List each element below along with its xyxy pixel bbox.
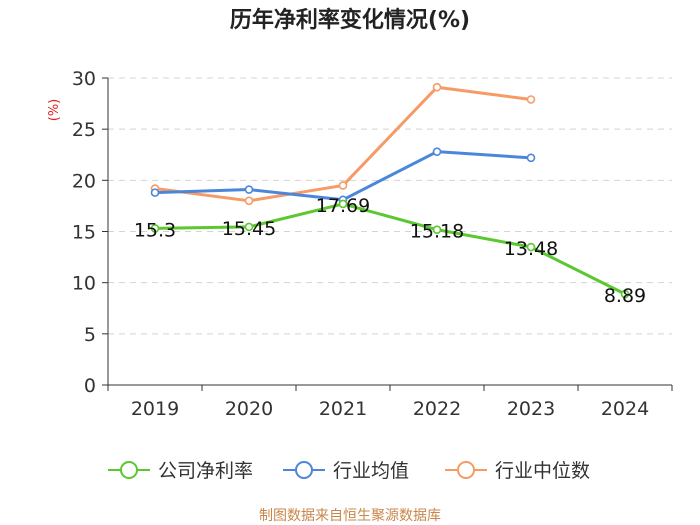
legend-item-2[interactable]: 行业中位数: [445, 460, 590, 482]
data-label: 15.3: [134, 219, 176, 241]
data-point[interactable]: [244, 185, 254, 194]
data-point[interactable]: [244, 196, 254, 206]
legend[interactable]: 公司净利率 行业均值 行业中位数: [108, 460, 590, 482]
chart-title: 历年净利率变化情况(%): [230, 7, 470, 33]
y-tick-label: 0: [84, 375, 96, 397]
x-tick-label: 2019: [131, 398, 179, 420]
series-line-0: [154, 202, 626, 296]
legend-marker: [457, 461, 475, 479]
data-label: 17.69: [316, 195, 370, 217]
y-tick-label: 20: [72, 170, 96, 192]
legend-label: 行业均值: [333, 460, 409, 482]
data-point[interactable]: [526, 95, 536, 104]
legend-marker: [120, 461, 138, 479]
source-note: 制图数据来自恒生聚源数据库: [259, 508, 441, 524]
axes: 0 5 10 15 20 25 30 2019 2020 2021 2022 2023 2024: [72, 68, 673, 420]
legend-label: 公司净利率: [158, 460, 253, 482]
y-tick-label: 30: [72, 68, 96, 90]
x-tick-label: 2024: [601, 398, 649, 420]
data-point[interactable]: [526, 242, 536, 252]
legend-marker: [295, 461, 313, 479]
y-tick-label: 10: [72, 273, 96, 295]
data-point[interactable]: [432, 82, 442, 92]
x-tick-label: 2021: [319, 398, 367, 420]
legend-item-0[interactable]: 公司净利率: [108, 460, 253, 482]
data-label: 8.89: [604, 285, 646, 307]
data-label: 13.48: [504, 238, 558, 260]
data-point[interactable]: [338, 181, 348, 190]
gridlines: [108, 77, 672, 335]
data-point[interactable]: [620, 289, 630, 299]
y-tick-label: 5: [84, 324, 96, 346]
data-point[interactable]: [150, 188, 160, 197]
data-point[interactable]: [526, 153, 536, 163]
x-tick-label: 2020: [225, 398, 273, 420]
legend-item-1[interactable]: 行业均值: [283, 460, 409, 482]
data-label: 15.45: [222, 218, 276, 240]
y-tick-label: 15: [72, 222, 96, 244]
data-label: 15.18: [410, 221, 464, 243]
data-point[interactable]: [432, 225, 442, 234]
x-tick-label: 2022: [413, 398, 461, 420]
y-axis-label: (%): [47, 99, 62, 122]
data-point[interactable]: [432, 147, 442, 156]
x-tick-label: 2023: [507, 398, 555, 420]
data-point[interactable]: [338, 199, 348, 209]
y-tick-label: 25: [72, 119, 96, 141]
series-group: 15.3 15.45 17.69 15.18 13.48 8.89: [134, 82, 646, 307]
legend-label: 行业中位数: [495, 460, 590, 482]
data-point[interactable]: [150, 224, 160, 233]
series-line-1: [154, 150, 532, 202]
data-point[interactable]: [244, 222, 254, 232]
